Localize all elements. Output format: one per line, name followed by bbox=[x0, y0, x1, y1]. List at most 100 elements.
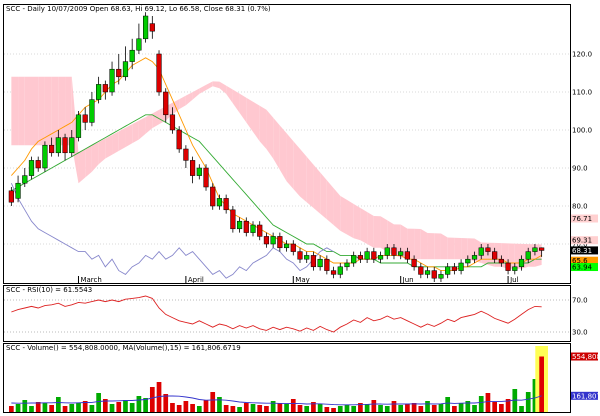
candle-down bbox=[257, 224, 263, 237]
candle-down bbox=[8, 190, 14, 203]
volume-bar bbox=[102, 399, 108, 412]
candle-down bbox=[505, 262, 511, 271]
ichimoku-cloud-segment bbox=[44, 76, 52, 146]
ichimoku-cloud-segment bbox=[18, 76, 25, 146]
candle-up bbox=[136, 38, 142, 51]
volume-bar bbox=[378, 405, 383, 412]
volume-bar bbox=[512, 389, 518, 412]
candle-up bbox=[512, 266, 518, 271]
ichimoku-cloud-segment bbox=[219, 81, 227, 94]
ichimoku-cloud-segment bbox=[373, 216, 381, 248]
volume-bar bbox=[76, 403, 81, 412]
candle-down bbox=[149, 23, 155, 32]
volume-bar bbox=[324, 407, 330, 412]
candle-up bbox=[445, 266, 451, 275]
volume-bar bbox=[156, 382, 162, 412]
ichimoku-cloud-segment bbox=[454, 237, 462, 260]
volume-bar bbox=[35, 402, 41, 412]
candle-down bbox=[391, 247, 397, 256]
candle-up bbox=[364, 251, 370, 260]
ichimoku-cloud-segment bbox=[266, 109, 274, 159]
candle-down bbox=[485, 247, 491, 252]
candle-down bbox=[163, 91, 169, 116]
volume-bar bbox=[149, 387, 155, 412]
ichimoku-cloud-segment bbox=[273, 117, 280, 170]
last-value-label: 68.31 bbox=[572, 247, 592, 255]
candle-up bbox=[532, 247, 538, 252]
last-value-label: 65.6 bbox=[572, 257, 588, 265]
volume-bar bbox=[358, 403, 363, 412]
rsi-line bbox=[11, 295, 542, 333]
chikou-line bbox=[10, 183, 334, 279]
candle-down bbox=[324, 258, 330, 271]
candle-up bbox=[55, 137, 61, 154]
volume-bar bbox=[96, 393, 101, 412]
ichimoku-cloud-segment bbox=[508, 243, 515, 269]
volume-bar bbox=[190, 404, 195, 412]
ichimoku-cloud-segment bbox=[353, 203, 361, 241]
volume-bar bbox=[210, 392, 216, 412]
ichimoku-cloud-segment bbox=[367, 212, 374, 248]
main-tick-label: 80.0 bbox=[572, 203, 588, 211]
volume-bar bbox=[237, 407, 242, 412]
volume-bar bbox=[351, 406, 357, 412]
volume-value-label: 554,808 bbox=[572, 353, 600, 361]
ichimoku-cloud-segment bbox=[239, 93, 247, 123]
volume-bar bbox=[69, 404, 75, 412]
candle-down bbox=[330, 270, 337, 275]
volume-bar bbox=[317, 404, 323, 412]
ichimoku-cloud-segment bbox=[420, 229, 428, 260]
candle-up bbox=[143, 15, 149, 40]
ichimoku-cloud-segment bbox=[320, 172, 327, 220]
candle-up bbox=[317, 258, 323, 268]
candle-up bbox=[216, 198, 223, 207]
ichimoku-cloud-segment bbox=[38, 76, 45, 146]
candle-down bbox=[297, 251, 303, 260]
last-value-box bbox=[571, 263, 598, 272]
candle-up bbox=[28, 160, 35, 176]
month-label: March bbox=[80, 276, 101, 284]
volume-bar bbox=[337, 406, 343, 412]
volume-bar bbox=[9, 406, 14, 412]
last-value-label: 63.94 bbox=[572, 264, 593, 272]
volume-bar bbox=[458, 403, 464, 412]
candle-up bbox=[122, 61, 129, 78]
ichimoku-cloud-segment bbox=[246, 97, 254, 132]
candle-down bbox=[310, 255, 317, 268]
volume-bar bbox=[452, 406, 457, 412]
main-tick-label: 90.0 bbox=[572, 165, 588, 173]
ichimoku-cloud-segment bbox=[138, 117, 146, 140]
candle-down bbox=[418, 266, 424, 275]
ichimoku-cloud-segment bbox=[387, 220, 394, 256]
candle-up bbox=[478, 247, 484, 256]
volume-bar bbox=[217, 397, 222, 412]
ichimoku-cloud-segment bbox=[461, 237, 468, 260]
candle-down bbox=[62, 137, 68, 154]
candle-up bbox=[525, 251, 531, 260]
candle-down bbox=[230, 209, 236, 230]
volume-bar bbox=[364, 404, 370, 412]
volume-bar bbox=[257, 405, 263, 412]
candle-up bbox=[22, 175, 28, 184]
ichimoku-cloud-segment bbox=[199, 84, 207, 94]
main-price-layer: 120.0 110.0 100.0 90.0 80.0 70.0 March April May… bbox=[4, 12, 598, 284]
volume-bar bbox=[331, 408, 336, 412]
volume-bar bbox=[411, 403, 417, 412]
candle-up bbox=[42, 144, 48, 169]
volume-bar bbox=[539, 356, 544, 412]
ichimoku-cloud-segment bbox=[132, 120, 139, 144]
volume-bar bbox=[29, 406, 34, 412]
candle-up bbox=[424, 270, 431, 275]
ichimoku-cloud-segment bbox=[152, 109, 160, 129]
ichimoku-cloud-segment bbox=[11, 76, 19, 146]
ichimoku-cloud-segment bbox=[51, 76, 59, 146]
volume-bar bbox=[297, 405, 303, 412]
main-panel bbox=[3, 4, 571, 284]
volume-bar bbox=[431, 405, 437, 412]
candle-down bbox=[371, 251, 377, 260]
volume-bar bbox=[223, 405, 229, 412]
volume-value-label: 161,807 bbox=[572, 392, 600, 400]
rsi-panel bbox=[3, 285, 571, 342]
ichimoku-cloud-segment bbox=[380, 216, 388, 252]
